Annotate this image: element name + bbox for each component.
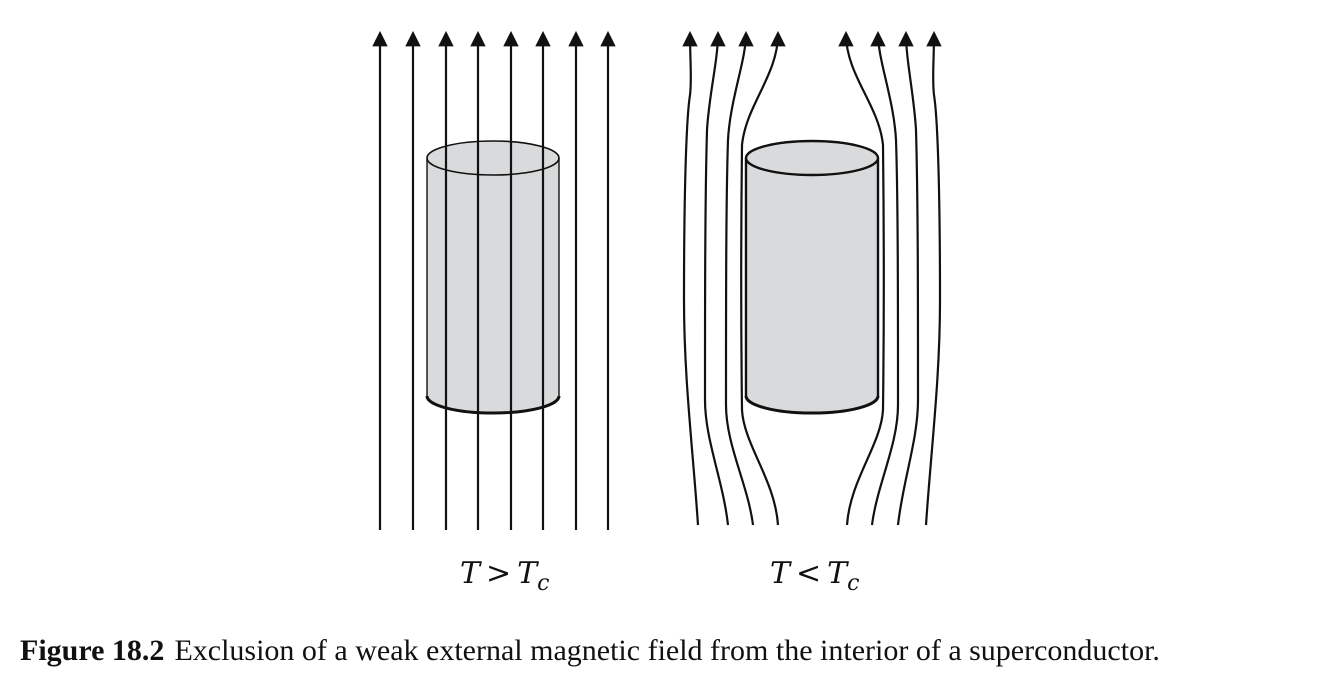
figure-number: Figure 18.2: [20, 634, 165, 667]
field-line-curved: [924, 30, 942, 526]
temperature-symbol: T: [770, 556, 791, 591]
field-line-curved: [838, 30, 885, 526]
caption-text: Exclusion of a weak external magnetic fi…: [174, 634, 1160, 667]
field-line-curved: [870, 30, 900, 526]
label-normal-state: T > Tc: [460, 556, 550, 596]
field-line-curved: [896, 30, 920, 526]
critical-temperature-symbol: T: [827, 556, 848, 591]
superconductor-cylinder-bottom-edge: [744, 395, 880, 415]
field-line-curved: [724, 30, 755, 526]
normal-cylinder-body: [427, 158, 559, 396]
superconductor-cylinder-top: [744, 139, 880, 177]
field-line-curved: [703, 30, 730, 526]
superconductor-field-diagram: [372, 30, 942, 530]
normal-cylinder-bottom-edge: [425, 395, 561, 415]
field-line-curved: [740, 30, 786, 526]
critical-subscript: c: [537, 571, 550, 596]
critical-temperature-symbol: T: [517, 556, 538, 591]
temperature-symbol: T: [460, 556, 481, 591]
critical-subscript: c: [847, 571, 860, 596]
figure-caption: Figure 18.2 Exclusion of a weak external …: [20, 634, 1160, 668]
panel-superconducting-state: [682, 30, 942, 526]
panel-normal-state: [372, 30, 616, 530]
label-superconducting-state: T < Tc: [770, 556, 860, 596]
relation-less-than: <: [796, 556, 822, 591]
relation-greater-than: >: [486, 556, 512, 591]
field-line-curved: [682, 30, 700, 526]
superconductor-cylinder-body: [746, 158, 878, 396]
